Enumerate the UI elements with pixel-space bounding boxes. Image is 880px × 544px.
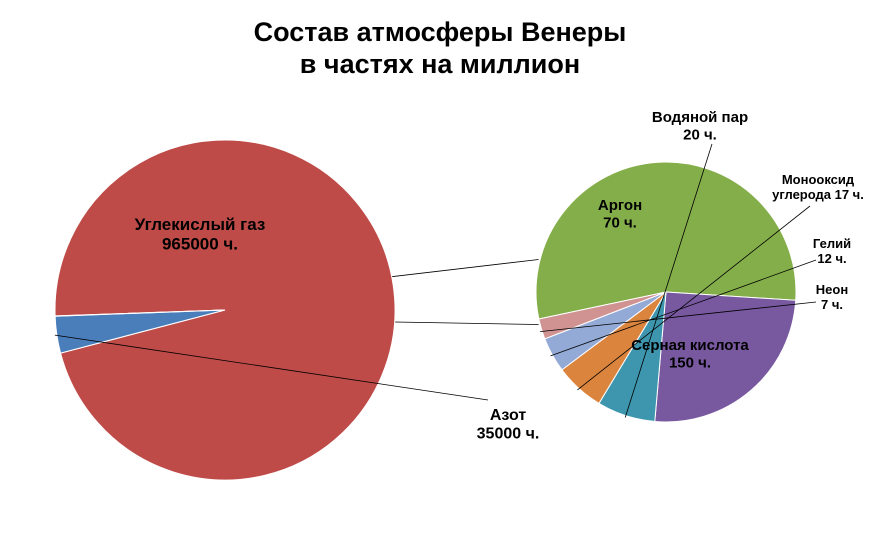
sub-pie-slices: [536, 162, 796, 422]
sub-pie-ext-label-2: Водяной пар20 ч.: [652, 109, 748, 143]
sub-pie-label-1: Аргон70 ч.: [598, 197, 642, 231]
sub-pie-ext-label-4: Гелий12 ч.: [813, 236, 851, 266]
chart-svg: ДругиеУглекислый газ965000 ч.Азот35000 ч…: [0, 0, 880, 544]
chart-stage: Состав атмосферы Венеры в частях на милл…: [0, 0, 880, 544]
main-pie-ext-label-1: Азот35000 ч.: [477, 407, 540, 442]
main-pie-slices: [55, 140, 395, 480]
sub-pie-ext-label-3: Монооксидуглерода 17 ч.: [772, 172, 864, 202]
sub-pie-ext-label-5: Неон7 ч.: [816, 282, 848, 312]
